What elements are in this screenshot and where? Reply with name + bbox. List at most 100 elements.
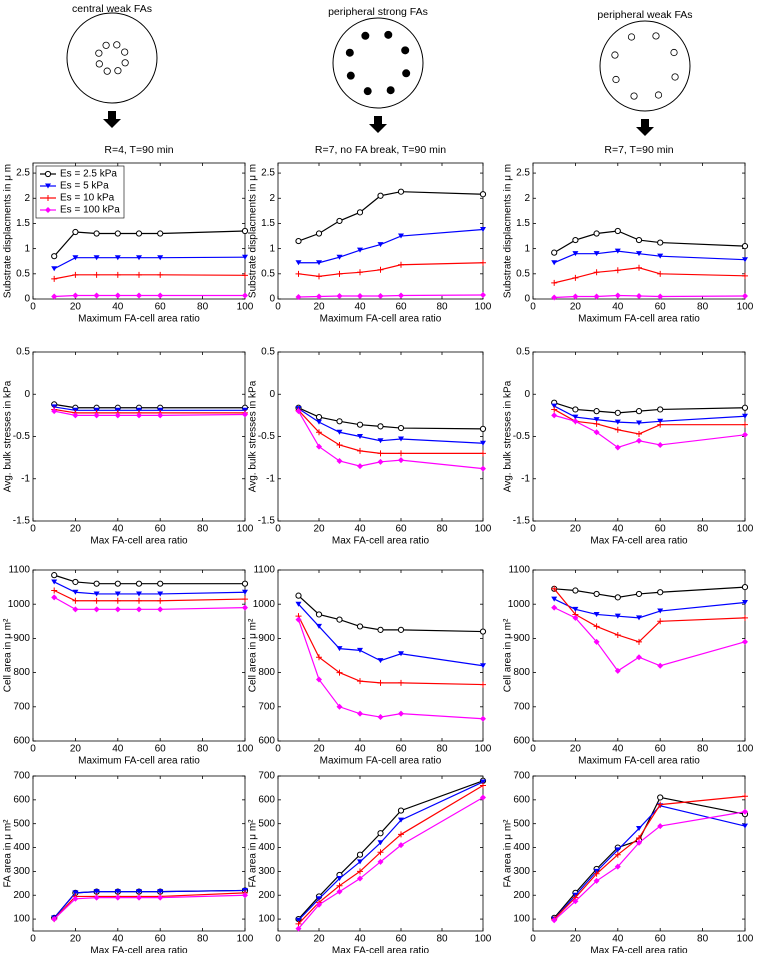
x-tick-label: 0 bbox=[275, 744, 281, 755]
data-point bbox=[45, 183, 51, 189]
data-point bbox=[742, 599, 748, 605]
data-point bbox=[657, 608, 664, 614]
data-point bbox=[72, 292, 79, 299]
x-tick-label: 20 bbox=[570, 524, 582, 535]
x-axis-label: Max FA-cell area ratio bbox=[590, 946, 688, 953]
plot-area bbox=[277, 569, 484, 742]
y-tick-label: 500 bbox=[13, 818, 30, 829]
data-point bbox=[316, 654, 322, 661]
focal-adhesion bbox=[346, 71, 355, 80]
focal-adhesion bbox=[384, 30, 393, 39]
y-tick-label: 900 bbox=[13, 633, 30, 644]
data-point bbox=[136, 591, 142, 597]
x-tick-label: 60 bbox=[655, 524, 667, 535]
x-tick-label: 80 bbox=[436, 934, 448, 945]
data-point bbox=[51, 916, 58, 923]
diagram-label: peripheral weak FAs bbox=[597, 9, 692, 21]
data-point bbox=[742, 421, 748, 428]
y-tick-label: -1 bbox=[21, 473, 30, 484]
focal-adhesion bbox=[630, 92, 638, 100]
data-point bbox=[551, 406, 558, 413]
data-point bbox=[377, 192, 384, 199]
data-point bbox=[356, 421, 364, 428]
data-point bbox=[336, 646, 343, 652]
data-point bbox=[336, 458, 343, 465]
x-tick-label: 80 bbox=[197, 524, 209, 535]
data-point bbox=[636, 264, 642, 271]
y-tick-label: 0 bbox=[24, 294, 30, 305]
data-point bbox=[657, 794, 664, 801]
data-point bbox=[377, 626, 384, 633]
data-point bbox=[635, 236, 643, 244]
x-tick-label: 80 bbox=[197, 744, 209, 755]
data-point bbox=[480, 779, 486, 785]
data-point bbox=[157, 894, 164, 901]
data-point bbox=[377, 830, 384, 837]
x-tick-label: 20 bbox=[313, 302, 325, 313]
x-tick-label: 20 bbox=[313, 744, 325, 755]
y-tick-label: -0.5 bbox=[258, 431, 276, 442]
data-point bbox=[480, 465, 486, 472]
data-point bbox=[551, 596, 558, 602]
data-point bbox=[551, 917, 558, 924]
x-tick-label: 60 bbox=[395, 934, 407, 945]
y-axis-label: Cell area in μ m² bbox=[3, 618, 14, 692]
x-tick-label: 80 bbox=[697, 934, 709, 945]
x-tick-label: 60 bbox=[395, 524, 407, 535]
focal-adhesion bbox=[627, 33, 636, 41]
x-axis-label: Maximum FA-cell area ratio bbox=[78, 756, 200, 767]
data-point bbox=[657, 618, 664, 625]
data-point bbox=[316, 260, 322, 266]
data-point bbox=[45, 195, 51, 201]
y-tick-label: 0 bbox=[269, 389, 275, 400]
x-tick-label: 100 bbox=[237, 524, 254, 535]
data-point bbox=[93, 591, 100, 597]
data-point bbox=[93, 412, 100, 419]
data-point bbox=[242, 892, 248, 899]
y-axis-label: Avg. bulk stresses in kPa bbox=[503, 380, 514, 492]
x-tick-label: 0 bbox=[30, 934, 36, 945]
data-point bbox=[398, 450, 404, 457]
data-point bbox=[51, 408, 58, 415]
data-point bbox=[397, 626, 405, 633]
x-tick-label: 100 bbox=[237, 934, 254, 945]
data-point bbox=[480, 291, 486, 298]
y-axis-label: FA area in μ m² bbox=[503, 819, 514, 888]
data-point bbox=[397, 807, 405, 814]
y-tick-label: 800 bbox=[513, 667, 530, 678]
x-tick-label: 100 bbox=[475, 934, 492, 945]
x-tick-label: 80 bbox=[697, 302, 709, 313]
data-point bbox=[93, 580, 100, 587]
data-point bbox=[315, 611, 323, 618]
data-point bbox=[572, 293, 579, 300]
x-axis-label: Maximum FA-cell area ratio bbox=[578, 756, 700, 767]
data-point bbox=[593, 251, 600, 257]
y-tick-label: -0.5 bbox=[513, 431, 531, 442]
data-point bbox=[397, 424, 405, 432]
data-point bbox=[93, 255, 100, 261]
y-tick-label: 0 bbox=[24, 389, 30, 400]
data-point bbox=[72, 895, 79, 902]
data-point bbox=[93, 292, 100, 299]
legend-label: Es = 2.5 kPa bbox=[60, 169, 117, 180]
x-tick-label: 40 bbox=[354, 934, 366, 945]
data-point bbox=[135, 230, 143, 237]
data-point bbox=[72, 606, 79, 613]
y-tick-label: 700 bbox=[13, 701, 30, 712]
x-tick-label: 40 bbox=[112, 934, 124, 945]
y-tick-label: -1 bbox=[266, 473, 275, 484]
focal-adhesion bbox=[345, 48, 354, 57]
focal-adhesion bbox=[103, 67, 111, 75]
x-tick-label: 20 bbox=[313, 934, 325, 945]
data-point bbox=[93, 597, 100, 604]
data-point bbox=[356, 623, 364, 630]
data-point bbox=[614, 613, 621, 619]
data-point bbox=[377, 266, 384, 273]
y-tick-label: 700 bbox=[258, 771, 275, 782]
cell-outline bbox=[599, 20, 691, 112]
y-tick-label: 100 bbox=[513, 914, 530, 925]
plot-area bbox=[277, 162, 484, 300]
x-tick-label: 0 bbox=[530, 524, 536, 535]
x-tick-label: 60 bbox=[655, 934, 667, 945]
data-point bbox=[241, 227, 249, 235]
